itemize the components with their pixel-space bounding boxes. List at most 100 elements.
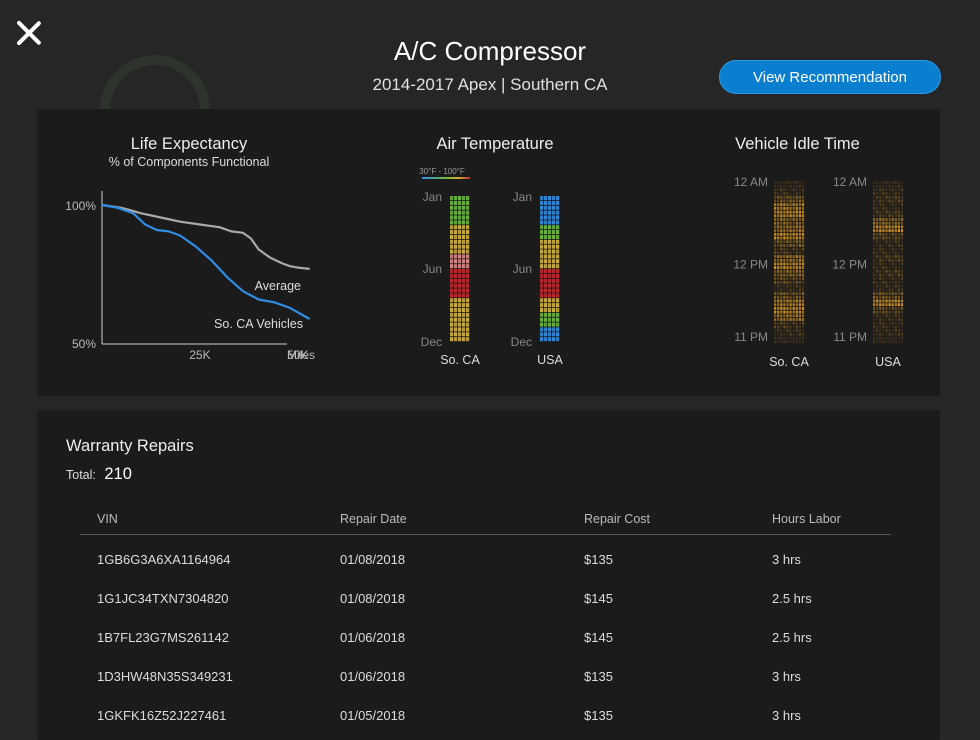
- idle-cell: [894, 332, 897, 336]
- idle-cell: [780, 329, 783, 333]
- idle-cell: [780, 284, 783, 288]
- temperature-cell: [556, 322, 560, 327]
- idle-cell: [774, 303, 777, 307]
- temperature-cell: [462, 210, 466, 215]
- idle-cell: [780, 203, 783, 207]
- idle-cell: [786, 255, 789, 258]
- temperature-cell: [548, 215, 552, 220]
- idle-cell: [801, 199, 805, 203]
- idle-cell: [882, 210, 885, 214]
- idle-cell: [882, 262, 885, 266]
- temperature-cell: [552, 196, 556, 201]
- table-row[interactable]: 1GB6G3A6XA1164964 01/08/2018 $135 3 hrs: [80, 535, 891, 574]
- column-repair-date[interactable]: Repair Date: [340, 512, 407, 526]
- temperature-cell: [540, 249, 544, 254]
- idle-cell: [882, 199, 885, 203]
- idle-cell: [789, 192, 792, 196]
- idle-cell: [882, 181, 885, 184]
- temperature-cell: [540, 225, 544, 230]
- temperature-cell: [556, 293, 560, 298]
- table-row[interactable]: 1D3HW48N35S349231 01/06/2018 $135 3 hrs: [80, 652, 891, 691]
- idle-cell: [897, 295, 900, 299]
- temperature-cell: [450, 273, 454, 278]
- idle-cell: [885, 318, 888, 321]
- air-temperature-title: Air Temperature: [436, 135, 554, 153]
- table-row[interactable]: 1G1JC34TXN7304820 01/08/2018 $145 2.5 hr…: [80, 574, 891, 613]
- idle-cell: [789, 262, 792, 266]
- column-vin[interactable]: VIN: [97, 512, 118, 526]
- idle-cell: [882, 192, 885, 196]
- temperature-cell: [462, 312, 466, 317]
- idle-cell: [783, 243, 786, 247]
- temperature-cell: [458, 327, 462, 332]
- average-line: [101, 203, 310, 270]
- idle-cell: [891, 199, 894, 203]
- idle-cell: [783, 332, 786, 336]
- temperature-cell: [454, 220, 458, 225]
- idle-cell: [795, 340, 798, 344]
- idle-cell: [876, 314, 879, 318]
- view-recommendation-button[interactable]: View Recommendation: [719, 60, 941, 94]
- idle-cell: [789, 266, 792, 270]
- temperature-cell: [540, 278, 544, 283]
- idle-cell: [900, 332, 904, 336]
- idle-cell: [780, 269, 783, 273]
- temperature-cell: [540, 332, 544, 337]
- idle-cell: [786, 221, 789, 225]
- idle-cell: [894, 232, 897, 236]
- idle-cell: [780, 318, 783, 321]
- idle-cell: [783, 251, 786, 255]
- column-hours-labor[interactable]: Hours Labor: [772, 512, 841, 526]
- idle-cell: [783, 210, 786, 214]
- temperature-cell: [462, 220, 466, 225]
- temperature-cell: [552, 215, 556, 220]
- idle-cell: [897, 203, 900, 207]
- idle-cell: [780, 181, 783, 184]
- idle-cell: [897, 321, 900, 325]
- idle-cell: [783, 225, 786, 229]
- idle-cell: [792, 340, 795, 344]
- idle-cell: [900, 251, 904, 255]
- cell-hours-labor: 3 hrs: [772, 552, 801, 567]
- temperature-cell: [450, 322, 454, 327]
- temperature-cell: [540, 200, 544, 205]
- idle-cell: [801, 218, 805, 221]
- temperature-cell: [462, 196, 466, 201]
- idle-cell: [774, 225, 777, 229]
- temperature-cell: [544, 303, 548, 308]
- column-repair-cost[interactable]: Repair Cost: [584, 512, 650, 526]
- idle-cell: [801, 336, 805, 340]
- temperature-cell: [548, 259, 552, 264]
- temperature-cell: [458, 322, 462, 327]
- table-row[interactable]: 1GKFK16Z52J227461 01/05/2018 $135 3 hrs: [80, 691, 891, 730]
- idle-cell: [795, 255, 798, 258]
- hour-label-usa: 12 PM: [832, 258, 867, 272]
- idle-cell: [879, 188, 882, 192]
- idle-cell: [783, 288, 786, 292]
- temperature-cell: [454, 196, 458, 201]
- idle-cell: [789, 303, 792, 307]
- idle-cell: [795, 232, 798, 236]
- idle-cell: [774, 273, 777, 277]
- table-row[interactable]: 1B7FL23G7MS261142 01/06/2018 $145 2.5 hr…: [80, 613, 891, 652]
- temperature-cell: [540, 244, 544, 249]
- idle-cell: [783, 229, 786, 233]
- temperature-cell: [450, 327, 454, 332]
- idle-cell: [897, 236, 900, 240]
- idle-cell: [894, 321, 897, 325]
- idle-cell: [894, 214, 897, 218]
- idle-column-label: So. CA: [769, 355, 809, 369]
- idle-cell: [795, 273, 798, 277]
- idle-cell: [891, 336, 894, 340]
- warranty-table: VIN Repair Date Repair Cost Hours Labor …: [80, 507, 891, 730]
- idle-cell: [891, 236, 894, 240]
- temperature-cell: [462, 288, 466, 293]
- idle-cell: [786, 292, 789, 296]
- temperature-cell: [540, 312, 544, 317]
- idle-cell: [879, 288, 882, 292]
- temperature-cell: [466, 332, 470, 337]
- idle-cell: [900, 240, 904, 244]
- idle-cell: [894, 188, 897, 192]
- temperature-cell: [458, 196, 462, 201]
- idle-cell: [792, 277, 795, 281]
